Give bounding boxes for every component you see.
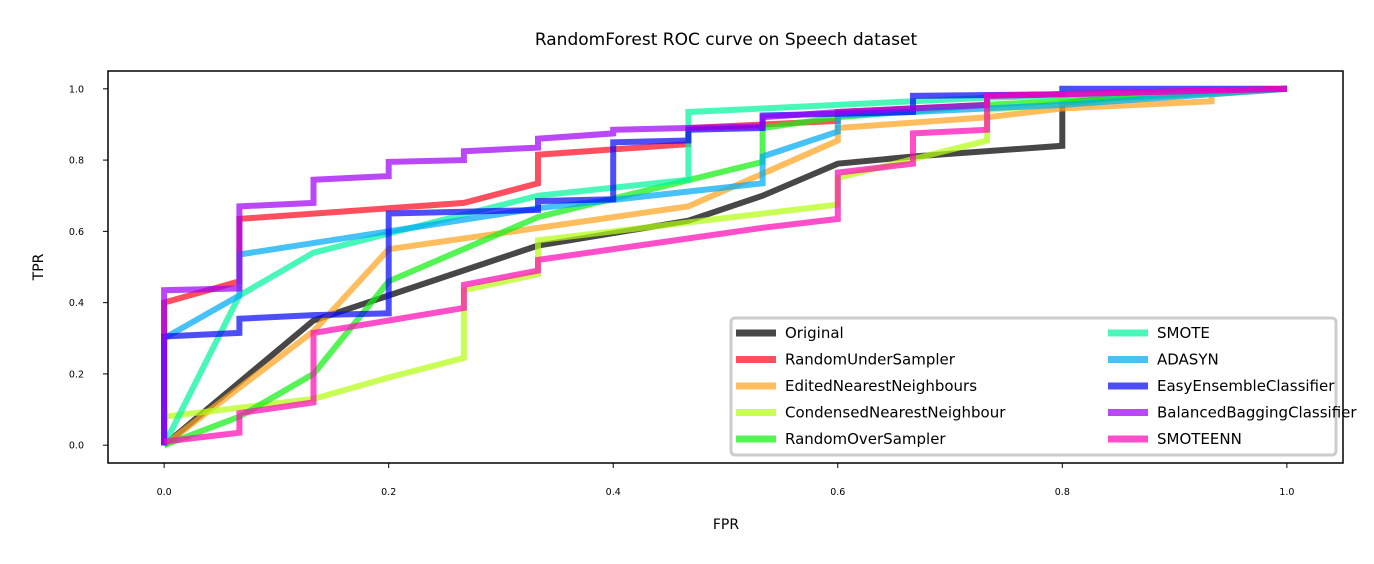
legend-item: EditedNearestNeighbours bbox=[736, 377, 977, 395]
series-line-smote bbox=[161, 85, 1287, 447]
legend-item: SMOTE bbox=[1108, 324, 1210, 342]
series-line-easyensembleclassifier bbox=[161, 85, 1287, 446]
legend-item: BalancedBaggingClassifier bbox=[1108, 404, 1357, 422]
legend-label: EasyEnsembleClassifier bbox=[1157, 377, 1335, 395]
legend-label: EditedNearestNeighbours bbox=[785, 377, 977, 395]
series-line-smoteenn bbox=[163, 85, 1287, 445]
x-tick-label: 0.0 bbox=[157, 487, 172, 498]
x-tick-label: 0.2 bbox=[381, 487, 396, 498]
legend-label: SMOTE bbox=[1157, 324, 1210, 342]
legend-item: Original bbox=[736, 324, 844, 342]
legend-item: EasyEnsembleClassifier bbox=[1108, 377, 1335, 395]
y-axis-label: TPR bbox=[31, 253, 47, 281]
y-tick-label: 0.0 bbox=[69, 441, 84, 452]
chart-title: RandomForest ROC curve on Speech dataset bbox=[535, 30, 918, 50]
legend-label: ADASYN bbox=[1157, 351, 1219, 369]
legend-label: RandomOverSampler bbox=[785, 430, 946, 448]
legend-box bbox=[729, 316, 1338, 457]
legend-label: BalancedBaggingClassifier bbox=[1157, 404, 1357, 422]
series-layer bbox=[161, 85, 1288, 449]
y-tick-label: 0.4 bbox=[69, 298, 84, 309]
legend-item: RandomUnderSampler bbox=[736, 351, 956, 369]
y-tick-label: 0.6 bbox=[69, 227, 84, 238]
y-tick-label: 0.8 bbox=[69, 156, 84, 167]
legend-label: CondensedNearestNeighbour bbox=[785, 404, 1006, 422]
legend-item: CondensedNearestNeighbour bbox=[736, 404, 1006, 422]
x-tick-label: 1.0 bbox=[1279, 487, 1294, 498]
y-tick-label: 1.0 bbox=[69, 84, 84, 95]
legend-item: ADASYN bbox=[1108, 351, 1219, 369]
legend-item: RandomOverSampler bbox=[736, 430, 946, 448]
legend-label: Original bbox=[785, 324, 844, 342]
x-tick-label: 0.8 bbox=[1055, 487, 1070, 498]
series-line-balancedbaggingclassifier bbox=[161, 85, 1287, 446]
axis-ticks: 0.0 0.2 0.4 0.6 0.8 1.0 0.0 0.2 0.4 0.6 0.8 1.0 bbox=[69, 84, 1295, 498]
legend-item: SMOTEENN bbox=[1108, 430, 1242, 448]
x-tick-label: 0.6 bbox=[830, 487, 845, 498]
legend: Original RandomUnderSampler EditedNearestN… bbox=[729, 316, 1357, 457]
x-axis-label: FPR bbox=[713, 517, 739, 533]
legend-label: RandomUnderSampler bbox=[785, 351, 956, 369]
plot-frame bbox=[107, 70, 1344, 464]
x-tick-label: 0.4 bbox=[606, 487, 621, 498]
y-tick-label: 0.2 bbox=[69, 369, 84, 380]
legend-label: SMOTEENN bbox=[1157, 430, 1242, 448]
